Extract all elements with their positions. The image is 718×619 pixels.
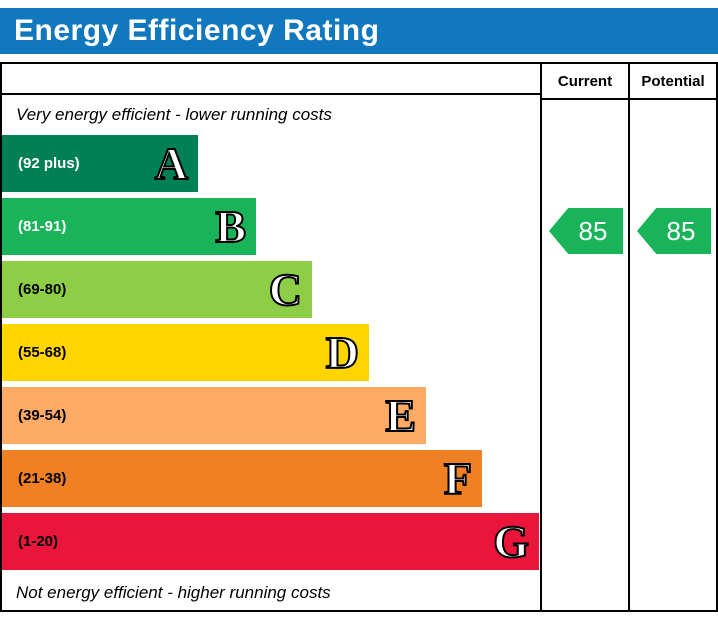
current-rating-value: 85 (578, 215, 608, 246)
band-a-letter: A (154, 137, 189, 189)
band-e: (39-54) E (2, 387, 426, 444)
band-c: (69-80) C (2, 261, 312, 318)
band-f: (21-38) F (2, 450, 482, 507)
potential-rating-arrow: 85 (637, 208, 711, 254)
potential-header: Potential (630, 64, 716, 100)
chart-title-bar: Energy Efficiency Rating (0, 8, 718, 54)
potential-body: 85 (630, 100, 716, 610)
current-column: Current 85 (540, 64, 628, 610)
band-a-range: (92 plus) (18, 155, 80, 172)
band-g: (1-20) G (2, 513, 539, 570)
band-c-range: (69-80) (18, 281, 67, 298)
current-header: Current (542, 64, 628, 100)
band-d-letter: D (325, 326, 360, 378)
band-g-letter: G (492, 515, 530, 567)
current-body: 85 (542, 100, 628, 610)
band-d: (55-68) D (2, 324, 369, 381)
bands-body: Very energy efficient - lower running co… (2, 95, 540, 610)
potential-column: Potential 85 (628, 64, 716, 610)
band-a: (92 plus) A (2, 135, 198, 192)
band-e-letter: E (384, 389, 417, 441)
current-rating-arrow: 85 (549, 208, 623, 254)
band-e-range: (39-54) (18, 407, 67, 424)
band-f-letter: F (443, 452, 473, 504)
band-g-range: (1-20) (18, 533, 59, 550)
bottom-note: Not energy efficient - higher running co… (16, 583, 331, 602)
band-c-letter: C (268, 263, 303, 315)
bands-header-spacer (2, 64, 540, 95)
band-b-letter: B (214, 200, 247, 252)
bands-column: Very energy efficient - lower running co… (2, 64, 540, 610)
rating-chart: Very energy efficient - lower running co… (0, 62, 718, 612)
top-note: Very energy efficient - lower running co… (16, 105, 332, 124)
band-b: (81-91) B (2, 198, 256, 255)
band-f-range: (21-38) (18, 470, 67, 487)
band-b-range: (81-91) (18, 218, 67, 235)
band-d-range: (55-68) (18, 344, 67, 361)
potential-rating-value: 85 (666, 215, 696, 246)
band-list: (92 plus) A (81-91) B (69-80) C (55-68) … (2, 135, 540, 576)
page-title: Energy Efficiency Rating (14, 14, 380, 47)
